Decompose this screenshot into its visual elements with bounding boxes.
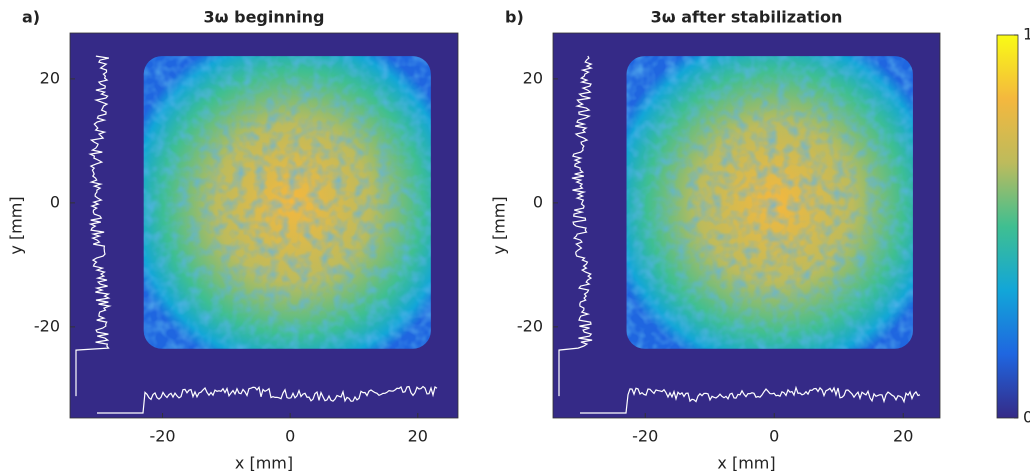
chart-title: 3ω after stabilization	[651, 8, 843, 27]
y-axis-label: y [mm]	[490, 196, 509, 254]
x-tick-label: -20	[632, 427, 658, 446]
y-tick-label: 20	[40, 68, 60, 87]
x-tick-label: 20	[893, 427, 913, 446]
x-tick-label: -20	[149, 427, 175, 446]
x-tick-label: 0	[285, 427, 295, 446]
profile-line	[97, 385, 438, 414]
panel-label: b)	[505, 8, 524, 27]
y-tick-label: 20	[523, 68, 543, 87]
axes-frame	[552, 32, 941, 419]
colorbar	[996, 34, 1019, 419]
y-axis-label: y [mm]	[7, 196, 26, 254]
profile-line	[580, 385, 921, 414]
x-axis-label: x [mm]	[717, 454, 775, 473]
y-tick-label: -20	[34, 316, 60, 335]
y-tick-label: -20	[517, 316, 543, 335]
axes-frame	[69, 32, 459, 419]
chart-title: 3ω beginning	[204, 8, 325, 27]
profile-line	[75, 55, 112, 397]
x-axis-label: x [mm]	[235, 454, 293, 473]
beam-speckle	[143, 56, 431, 349]
profile-line	[558, 55, 594, 397]
panel-label: a)	[22, 8, 40, 27]
y-tick-label: 0	[533, 192, 543, 211]
x-tick-label: 0	[769, 427, 779, 446]
y-tick-label: 0	[50, 192, 60, 211]
x-tick-label: 20	[408, 427, 428, 446]
beam-speckle	[626, 56, 913, 349]
colorbar-tick-label: 0	[1023, 408, 1030, 427]
colorbar-tick-label: 1	[1023, 25, 1030, 44]
